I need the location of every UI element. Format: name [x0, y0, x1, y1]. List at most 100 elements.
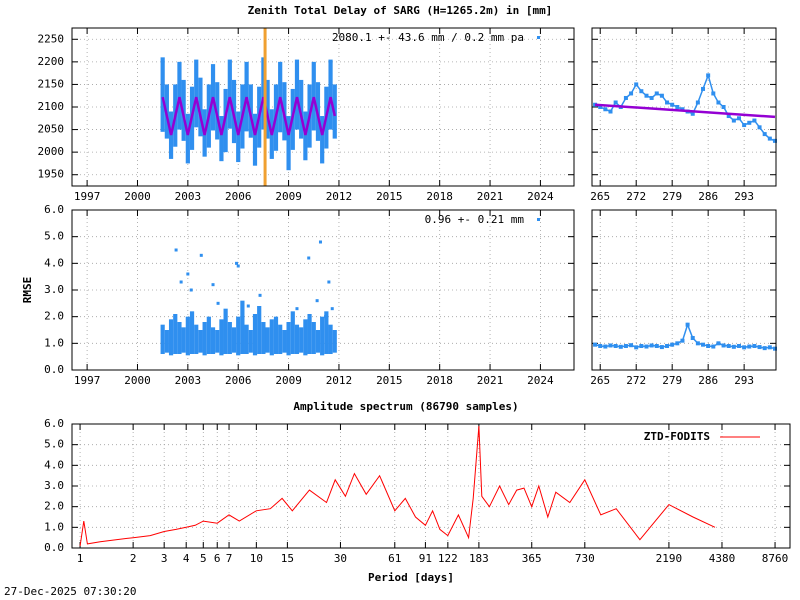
range-bar — [269, 319, 274, 356]
point — [613, 100, 618, 105]
x-tick-label: 286 — [698, 374, 718, 387]
range-bar — [185, 316, 190, 356]
model-line — [161, 96, 337, 136]
range-bar — [173, 314, 178, 354]
range-bar — [311, 322, 316, 354]
range-bar — [307, 314, 312, 354]
range-bar — [202, 322, 207, 356]
plot-frame — [591, 27, 777, 187]
y-tick-label: 1.0 — [44, 336, 64, 349]
x-tick-label: 4 — [183, 552, 190, 565]
range-bar — [168, 319, 174, 356]
x-tick-label: 279 — [662, 190, 682, 203]
x-tick-label: 6 — [214, 552, 221, 565]
x-tick-label: 265 — [590, 190, 610, 203]
range-bar — [324, 311, 329, 354]
outlier-point — [246, 304, 250, 308]
x-tick-label: 286 — [698, 190, 718, 203]
point — [690, 111, 695, 116]
range-bar — [332, 330, 337, 353]
x-tick-label: 5 — [200, 552, 207, 565]
point — [639, 344, 644, 348]
outlier-point — [199, 253, 203, 257]
outlier-point — [179, 280, 183, 284]
range-bar — [177, 61, 182, 130]
x-tick-label: 4380 — [709, 552, 736, 565]
point — [623, 344, 628, 348]
timestamp: 27-Dec-2025 07:30:20 — [4, 585, 136, 598]
x-tick-label: 1 — [77, 552, 84, 565]
point — [711, 344, 716, 349]
annotation: 2080.1 +- 43.6 mm / 0.2 mm pa — [332, 31, 524, 44]
plot-frame — [71, 423, 791, 549]
y-tick-label: 4.0 — [44, 458, 64, 471]
range-bar — [248, 330, 253, 353]
range-bar — [177, 322, 182, 354]
x-tick-label: 1997 — [74, 190, 101, 203]
x-tick-label: 2000 — [124, 190, 151, 203]
x-tick-label: 2018 — [426, 374, 453, 387]
x-axis-label: Period [days] — [368, 571, 454, 584]
range-bar — [244, 61, 249, 132]
outlier-point — [258, 293, 262, 297]
y-axis-label: RMSE — [21, 277, 34, 304]
point — [598, 105, 603, 109]
point — [736, 344, 741, 348]
point — [685, 322, 690, 327]
range-bar — [282, 330, 287, 353]
range-bar — [320, 116, 325, 164]
range-bar — [244, 324, 249, 354]
point — [767, 345, 772, 350]
point — [757, 345, 762, 350]
point — [680, 338, 685, 343]
range-bar — [328, 324, 333, 354]
x-tick-label: 2021 — [477, 374, 504, 387]
point — [680, 107, 685, 112]
y-tick-label: 2.0 — [44, 310, 64, 323]
outlier-point — [174, 248, 178, 252]
range-bar — [261, 57, 266, 130]
x-tick-label: 293 — [734, 374, 754, 387]
y-tick-label: 2150 — [38, 77, 65, 90]
x-tick-label: 2009 — [275, 374, 302, 387]
y-tick-label: 6.0 — [44, 203, 64, 216]
range-bar — [286, 116, 291, 171]
x-tick-label: 293 — [734, 190, 754, 203]
range-bar — [303, 319, 308, 356]
range-bar — [210, 327, 216, 354]
outlier-point — [327, 280, 331, 284]
outlier-point — [318, 240, 322, 244]
x-tick-label: 2012 — [326, 374, 353, 387]
range-bar — [294, 324, 300, 354]
range-bar — [273, 316, 279, 354]
point — [762, 346, 767, 351]
point — [613, 344, 618, 348]
point — [706, 344, 711, 348]
x-tick-label: 265 — [590, 374, 610, 387]
outlier-point — [216, 301, 220, 305]
range-bar — [315, 330, 321, 353]
range-bar — [194, 59, 199, 128]
point — [665, 100, 670, 105]
range-bar — [219, 116, 224, 162]
point — [747, 344, 752, 349]
plot-frame — [71, 27, 575, 187]
outlier-point — [315, 299, 319, 303]
point — [659, 93, 664, 98]
range-bar — [261, 322, 266, 354]
chart-title: Zenith Total Delay of SARG (H=1265.2m) i… — [248, 4, 553, 17]
range-bar — [303, 111, 308, 161]
point — [593, 342, 598, 347]
point — [706, 73, 711, 78]
x-tick-label: 10 — [250, 552, 263, 565]
chart-title: Amplitude spectrum (86790 samples) — [293, 400, 518, 413]
point — [654, 344, 659, 348]
point — [629, 91, 634, 96]
range-bar — [290, 311, 295, 354]
x-tick-label: 2015 — [376, 190, 403, 203]
range-bar — [189, 311, 195, 354]
range-bar — [236, 111, 241, 163]
point — [639, 89, 644, 94]
point — [762, 132, 767, 137]
range-bar — [185, 113, 190, 164]
